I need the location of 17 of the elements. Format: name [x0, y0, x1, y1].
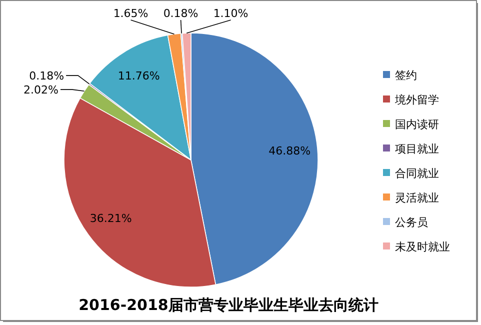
data-label: 11.76% [118, 70, 160, 83]
legend-label: 项目就业 [395, 142, 439, 156]
legend-label: 签约 [395, 69, 417, 82]
legend-label: 未及时就业 [395, 240, 450, 254]
legend-label: 国内读研 [395, 118, 439, 131]
legend-label: 境外留学 [394, 94, 439, 106]
data-label: 1.10% [213, 7, 248, 20]
legend-label: 合同就业 [395, 167, 439, 180]
data-label: 0.18% [163, 7, 198, 20]
data-label: 0.18% [29, 70, 64, 83]
data-label: 1.65% [113, 7, 148, 20]
legend-label: 灵活就业 [395, 192, 439, 204]
data-label: 36.21% [90, 212, 132, 226]
legend-label: 公务员 [395, 216, 428, 229]
data-label: 46.88% [268, 144, 311, 158]
text: 2016-2018届市营专业毕业生毕业去向统计 [78, 296, 378, 314]
data-label: 2.02% [24, 84, 59, 97]
